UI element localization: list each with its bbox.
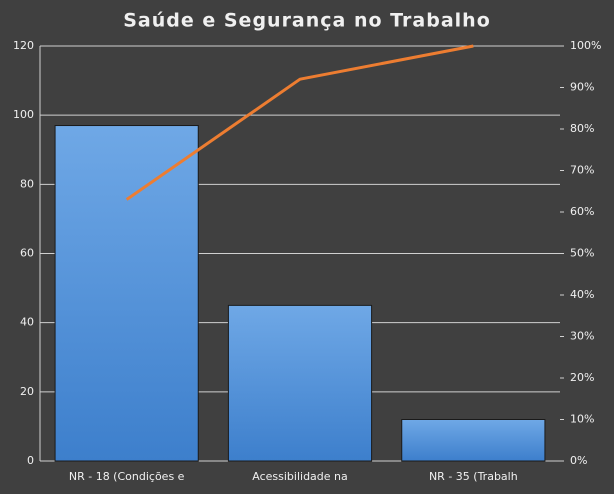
y2-tick-label: 10% <box>570 413 594 426</box>
y2-tick-label: 40% <box>570 288 594 301</box>
y2-tick-label: 50% <box>570 247 594 260</box>
bar <box>54 125 199 462</box>
bar <box>401 419 546 462</box>
y2-tick-label: 100% <box>570 39 601 52</box>
y2-tick-label: 0% <box>570 454 587 467</box>
line <box>125 44 474 201</box>
y-tick-label: 40 <box>20 316 34 329</box>
y2-tick-label: 20% <box>570 371 594 384</box>
y-tick-label: 80 <box>20 177 34 190</box>
bar <box>227 304 373 462</box>
y-tick-label: 0 <box>27 454 34 467</box>
chart-title: Saúde e Segurança no Trabalho <box>123 10 491 32</box>
y-tick-label: 60 <box>20 247 34 260</box>
y2-tick-label: 30% <box>570 330 594 343</box>
x-tick-label: Acessibilidade na <box>252 470 348 483</box>
y-tick-label: 20 <box>20 385 34 398</box>
y-tick-label: 120 <box>13 39 34 52</box>
y2-tick-label: 70% <box>570 164 594 177</box>
y2-tick-label: 80% <box>570 122 594 135</box>
y2-tick-label: 90% <box>570 81 594 94</box>
x-tick-label: NR - 35 (Trabalh <box>429 470 518 483</box>
y2-tick-label: 60% <box>570 205 594 218</box>
y-tick-label: 100 <box>13 108 34 121</box>
x-tick-label: NR - 18 (Condições e <box>69 470 185 483</box>
